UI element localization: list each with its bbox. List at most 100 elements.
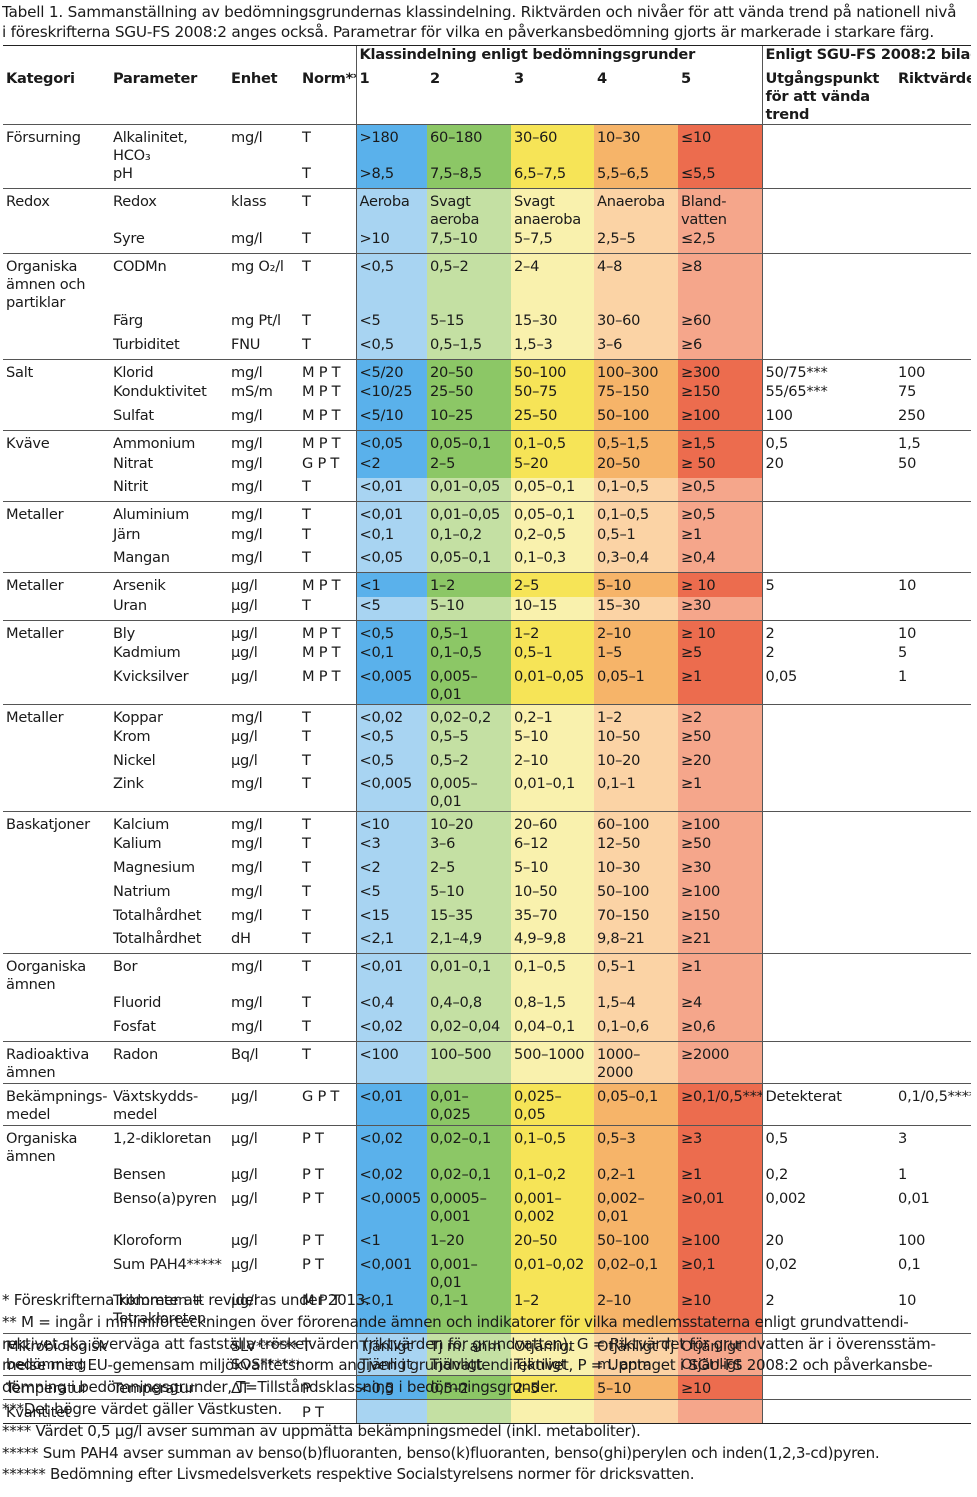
cell-norm: T: [302, 164, 311, 182]
cell-class-5: ≥1: [678, 1166, 763, 1190]
table-row: Kalium mg/l T <3 3–6 6–12 12–50 ≥50: [3, 835, 971, 860]
cell-class-2: 5–10: [427, 596, 511, 621]
cell-utgangspunkt: 5: [761, 572, 896, 597]
cell-enhet: SLV****** SOS******: [228, 1333, 299, 1376]
cell-enhet: µg/l: [231, 751, 258, 769]
table-row: Redox Redox klass T Aeroba Svagt aeroba Svagt …: [3, 187, 972, 231]
cell-utgangspunkt: 2: [761, 619, 896, 644]
cell-utgangspunkt: [761, 727, 896, 752]
cell-riktvarde: 1: [898, 667, 908, 685]
cell-utgangspunkt: [761, 1333, 896, 1376]
cell-norm: T: [302, 478, 311, 496]
cell-class-5: ≥30: [678, 596, 763, 621]
cell-utgangspunkt: [761, 187, 896, 231]
cell-class-1: <5: [355, 312, 427, 337]
cell-norm: T: [299, 703, 356, 728]
cell-class-5: ≥3: [678, 1125, 763, 1167]
cell-class-4: 100–300: [594, 359, 678, 384]
cell-utgangspunkt: [761, 859, 896, 883]
cell-class-4: 1–5: [594, 644, 678, 668]
cell-norm: M P T: [302, 667, 341, 685]
footnote: ***** Sum PAH4 avser summan av benso(b)f…: [2, 1443, 880, 1462]
table-caption: Tabell 1. Sammanställning av bedömningsg…: [2, 2, 972, 42]
cell-norm: P T: [302, 1255, 324, 1273]
cell-kategori: Temperatur: [3, 1375, 110, 1400]
cell-kategori: [3, 994, 110, 1018]
cell-enhet: µg/l: [228, 572, 299, 597]
cell-class-5: ≥ 10: [678, 572, 763, 597]
cell-class-3: 30–60: [511, 123, 594, 165]
cell-class-1: <0,001: [355, 1255, 427, 1292]
table-row: Totalhårdhet dH T <2,1 2,1–4,9 4,9–9,8 9,8–21 ≥…: [3, 930, 971, 954]
cell-class-4: 0,2–1: [594, 1166, 678, 1190]
cell-parameter: Färg: [113, 312, 144, 330]
cell-utgangspunkt: [761, 1041, 896, 1084]
cell-class-3: 5–20: [511, 454, 594, 479]
cell-utgangspunkt: [761, 123, 896, 165]
cell-utgangspunkt: [761, 478, 896, 502]
cell-class-4: 10–50: [594, 727, 678, 752]
table-row: Krom µg/l T <0,5 0,5–5 5–10 10–50 ≥50: [3, 727, 971, 752]
cell-riktvarde: 10: [895, 619, 972, 644]
cell-enhet: mg/l: [231, 230, 263, 248]
cell-class-1: <2: [355, 859, 427, 883]
cell-class-5: Otjänligt Otjänligt: [678, 1333, 763, 1376]
cell-parameter: Syre: [113, 230, 145, 248]
cell-class-5: ≥2: [678, 703, 763, 728]
cell-parameter: Fosfat: [113, 1018, 156, 1036]
cell-class-2: 0,02–0,1: [427, 1125, 511, 1167]
table-row: pH T >8,5 7,5–8,5 6,5–7,5 5,5–6,5 ≤5,5: [3, 164, 971, 189]
cell-class-4: 0,5–1,5: [594, 430, 678, 455]
cell-kategori: [3, 455, 110, 479]
cell-class-4: 0,002–0,01: [594, 1189, 678, 1232]
cell-parameter: Aluminium: [110, 501, 228, 526]
cell-class-2: 0,5–2: [427, 253, 511, 313]
header-row-groups: Klassindelning enligt bedömningsgrunder …: [3, 45, 972, 70]
cell-class-5: ≥ 10: [678, 619, 763, 644]
cell-riktvarde: [895, 597, 971, 621]
cell-class-3: 0,01–0,1: [511, 775, 594, 812]
cell-kategori: [3, 165, 110, 189]
cell-class-3: 500–1000: [511, 1041, 594, 1084]
cell-enhet: mg/l: [228, 811, 299, 836]
cell-class-3: 0,1–0,5: [511, 430, 594, 455]
cell-class-5: ≥100: [678, 407, 763, 431]
table-row: Metaller Bly µg/l M P T <0,5 0,5–1 1–2 2–10 ≥ 10…: [3, 619, 972, 644]
header-norm: Norm**: [302, 69, 356, 87]
cell-class-3: [511, 1398, 594, 1424]
cell-utgangspunkt: 20: [761, 1231, 896, 1256]
cell-norm: T: [302, 835, 311, 853]
cell-class-2: 0,005–0,01: [427, 775, 511, 812]
cell-norm: T: [302, 930, 311, 948]
cell-class-5: ≥0,4: [678, 549, 763, 573]
cell-class-2: 5–10: [427, 882, 511, 907]
cell-riktvarde: [895, 1333, 972, 1376]
cell-riktvarde: [895, 549, 971, 573]
table-row: Kloroform µg/l P T <1 1–20 20–50 50–100 ≥100 20 1…: [3, 1231, 971, 1256]
cell-riktvarde: 1,5: [895, 430, 972, 455]
cell-norm: T: [302, 906, 311, 924]
table-row: Salt Klorid mg/l M P T <5/20 20–50 50–100 100–3…: [3, 359, 972, 384]
cell-riktvarde: [895, 930, 971, 954]
cell-utgangspunkt: [761, 596, 896, 621]
cell-class-2: 0,02–0,04: [427, 1018, 511, 1042]
cell-utgangspunkt: [761, 835, 896, 860]
cell-kategori: Redox: [3, 187, 110, 231]
cell-class-3: 2–5: [511, 1375, 594, 1400]
cell-class-2: 0,1–1: [427, 1291, 511, 1334]
cell-class-4: 1–2: [594, 703, 678, 728]
table-row: Sum PAH4***** µg/l P T <0,001 0,001–0,01 0,01…: [3, 1255, 971, 1292]
cell-parameter: Ammonium: [110, 430, 228, 455]
cell-riktvarde: 100: [898, 1231, 926, 1249]
cell-class-5: ≥100: [678, 811, 763, 836]
cell-enhet: mg/l: [231, 882, 263, 900]
cell-enhet: mg/l: [228, 430, 299, 455]
cell-class-1: >180: [355, 123, 427, 165]
cell-norm: T: [299, 123, 356, 165]
cell-class-2: 0,05–0,1: [427, 430, 511, 455]
cell-kategori: [3, 668, 110, 705]
cell-class-5: ≥100: [678, 1231, 763, 1256]
cell-class-3: 2–10: [511, 751, 594, 776]
cell-riktvarde: [895, 775, 971, 812]
cell-norm: T: [302, 775, 311, 793]
